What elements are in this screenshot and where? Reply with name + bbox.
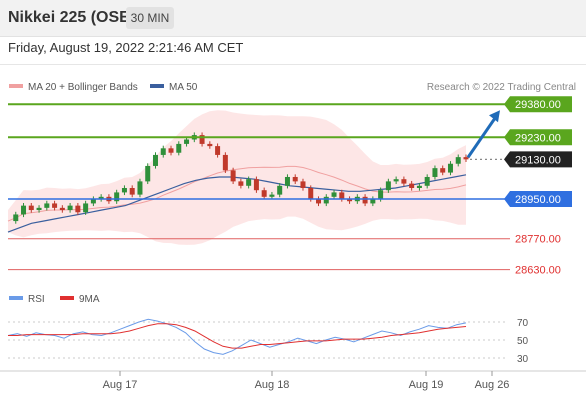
date-text: Friday, August 19, 2022 2:21:46 AM CET bbox=[8, 40, 244, 55]
candle-body bbox=[277, 185, 283, 195]
candle-body bbox=[253, 179, 259, 191]
candle-body bbox=[393, 179, 399, 182]
ma50-legend-swatch bbox=[150, 84, 164, 88]
candle-body bbox=[424, 176, 430, 186]
rsi-ma-legend-label: 9MA bbox=[79, 294, 100, 305]
candle-body bbox=[316, 199, 322, 204]
candle-body bbox=[176, 143, 182, 153]
candle-body bbox=[199, 135, 205, 144]
candle-body bbox=[447, 163, 453, 173]
candle-body bbox=[145, 165, 151, 182]
candle-body bbox=[28, 205, 34, 211]
candle-body bbox=[59, 207, 65, 211]
candle-body bbox=[83, 203, 89, 213]
rsi-ma-line bbox=[8, 323, 467, 349]
candle-body bbox=[331, 192, 337, 197]
level-tag-2 bbox=[504, 151, 572, 168]
candle-body bbox=[409, 183, 415, 188]
level-tag-0 bbox=[504, 96, 572, 113]
x-tick-label-1: Aug 18 bbox=[255, 379, 290, 391]
candle-body bbox=[75, 205, 81, 213]
candle-body bbox=[370, 199, 376, 204]
candle-body bbox=[416, 185, 422, 188]
candle-body bbox=[215, 146, 221, 155]
candle-body bbox=[168, 148, 174, 153]
level-label-2: 29130.00 bbox=[515, 154, 561, 166]
level-tag-1 bbox=[504, 129, 572, 146]
x-tick-label-2: Aug 19 bbox=[409, 379, 444, 391]
candle-body bbox=[432, 168, 438, 177]
projection-arrow-head bbox=[489, 110, 500, 123]
candle-body bbox=[339, 192, 345, 200]
candle-body bbox=[21, 205, 27, 215]
candle-body bbox=[90, 199, 96, 204]
rsi-plot: RSI 9MA 30 50 70 bbox=[7, 294, 529, 365]
candle-body bbox=[238, 181, 244, 186]
level-label-0: 29380.00 bbox=[515, 99, 561, 111]
candle-body bbox=[401, 179, 407, 184]
level-label-5: 28630.00 bbox=[515, 265, 561, 277]
x-tick-label-0: Aug 17 bbox=[103, 379, 138, 391]
rsi-legend-swatch bbox=[9, 296, 23, 300]
credit-text: Research © 2022 Trading Central bbox=[427, 82, 576, 93]
candle-body bbox=[261, 190, 267, 197]
rsi-tick-30: 30 bbox=[517, 354, 529, 365]
candle-body bbox=[308, 188, 314, 200]
chart-svg: MA 20 + Bollinger Bands MA 50 Research ©… bbox=[0, 82, 586, 391]
candle-body bbox=[152, 154, 158, 166]
candle-body bbox=[440, 168, 446, 173]
candle-body bbox=[121, 188, 127, 193]
ma20-legend-label: MA 20 + Bollinger Bands bbox=[28, 82, 138, 93]
candle-body bbox=[378, 190, 384, 200]
candle-body bbox=[13, 214, 19, 222]
candle-body bbox=[160, 148, 166, 155]
chart-panel: MA 20 + Bollinger Bands MA 50 Research ©… bbox=[0, 64, 586, 406]
time-axis: Aug 17 Aug 18 Aug 19 Aug 26 bbox=[0, 370, 586, 391]
candle-body bbox=[67, 205, 73, 211]
rsi-tick-50: 50 bbox=[517, 336, 529, 347]
level-label-4: 28770.00 bbox=[515, 234, 561, 246]
level-label-1: 29230.00 bbox=[515, 132, 561, 144]
candle-body bbox=[292, 176, 298, 182]
level-label-3: 28950.00 bbox=[515, 194, 561, 206]
candle-body bbox=[230, 170, 236, 182]
candle-body bbox=[269, 194, 275, 197]
candle-body bbox=[129, 188, 135, 195]
candle-body bbox=[385, 181, 391, 191]
candle-body bbox=[347, 199, 353, 202]
x-tick-label-3: Aug 26 bbox=[475, 379, 510, 391]
candle-body bbox=[222, 154, 228, 171]
candle-body bbox=[52, 203, 58, 208]
rsi-tick-70: 70 bbox=[517, 318, 529, 329]
timeframe-button[interactable]: 30 MIN bbox=[126, 7, 174, 29]
candle-body bbox=[284, 176, 290, 186]
candle-body bbox=[246, 179, 252, 186]
candle-body bbox=[44, 203, 50, 208]
candle-body bbox=[137, 181, 143, 195]
candle-body bbox=[207, 143, 213, 147]
rsi-legend-label: RSI bbox=[28, 294, 45, 305]
price-levels: 29380.00 29230.00 29130.00 28950.00 28770.00… bbox=[8, 96, 572, 277]
projection-arrow bbox=[466, 114, 499, 159]
rsi-line bbox=[7, 318, 467, 355]
rsi-ma-legend-swatch bbox=[60, 296, 74, 300]
ma20-legend-swatch bbox=[9, 84, 23, 88]
candle-body bbox=[184, 139, 190, 144]
ma50-legend-label: MA 50 bbox=[169, 82, 198, 93]
instrument-title: Nikkei 225 (OSE) bbox=[8, 9, 136, 26]
candle-body bbox=[36, 207, 42, 211]
candle-body bbox=[98, 196, 104, 200]
candle-body bbox=[323, 196, 329, 204]
main-legend: MA 20 + Bollinger Bands MA 50 Research ©… bbox=[9, 82, 576, 93]
level-tag-3 bbox=[504, 191, 572, 208]
candle-body bbox=[114, 192, 120, 202]
candle-body bbox=[463, 157, 469, 160]
candle-body bbox=[455, 157, 461, 164]
candle-body bbox=[362, 196, 368, 204]
candle-body bbox=[300, 181, 306, 188]
chart-header: Nikkei 225 (OSE) 30 MIN bbox=[0, 0, 586, 37]
price-plot bbox=[7, 110, 469, 245]
